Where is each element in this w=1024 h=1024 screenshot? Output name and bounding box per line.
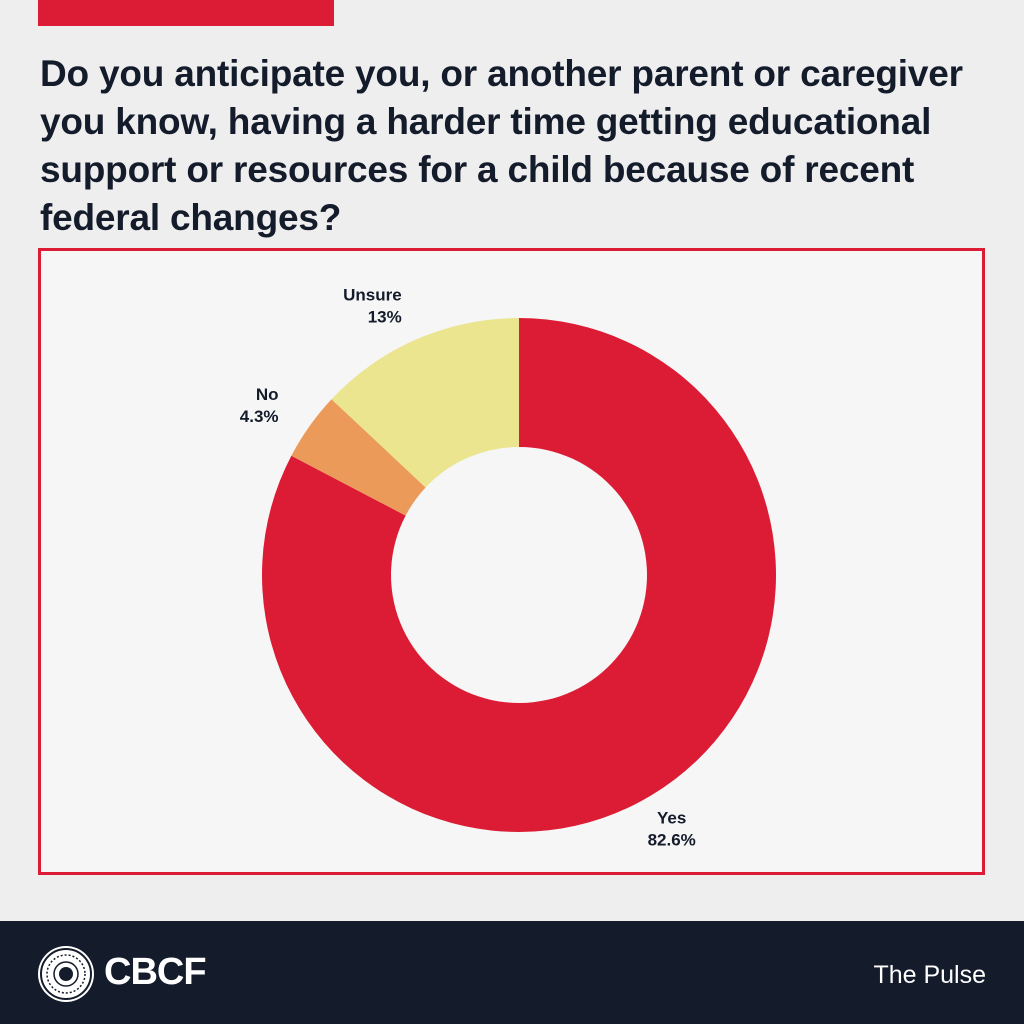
slice-value-unsure: 13%	[368, 307, 402, 326]
footer-bar: CBCF The Pulse	[0, 921, 1024, 1024]
survey-question: Do you anticipate you, or another parent…	[40, 53, 963, 238]
donut-chart: Yes 82.6% No 4.3% Unsure 13%	[240, 285, 776, 849]
top-accent-bar	[38, 0, 334, 26]
slice-value-yes: 82.6%	[648, 830, 696, 849]
slice-label-no: No	[256, 385, 279, 404]
logo-text: CBCF	[104, 951, 207, 993]
series-name: The Pulse	[873, 961, 986, 989]
slice-no	[291, 399, 426, 516]
cbcf-seal-icon	[38, 946, 94, 1002]
slice-yes	[261, 318, 776, 832]
chart-frame: Yes 82.6% No 4.3% Unsure 13%	[38, 248, 985, 875]
slice-value-no: 4.3%	[240, 407, 279, 426]
slice-label-yes: Yes	[657, 808, 686, 827]
slice-unsure	[331, 318, 519, 488]
slice-label-unsure: Unsure	[343, 285, 402, 304]
